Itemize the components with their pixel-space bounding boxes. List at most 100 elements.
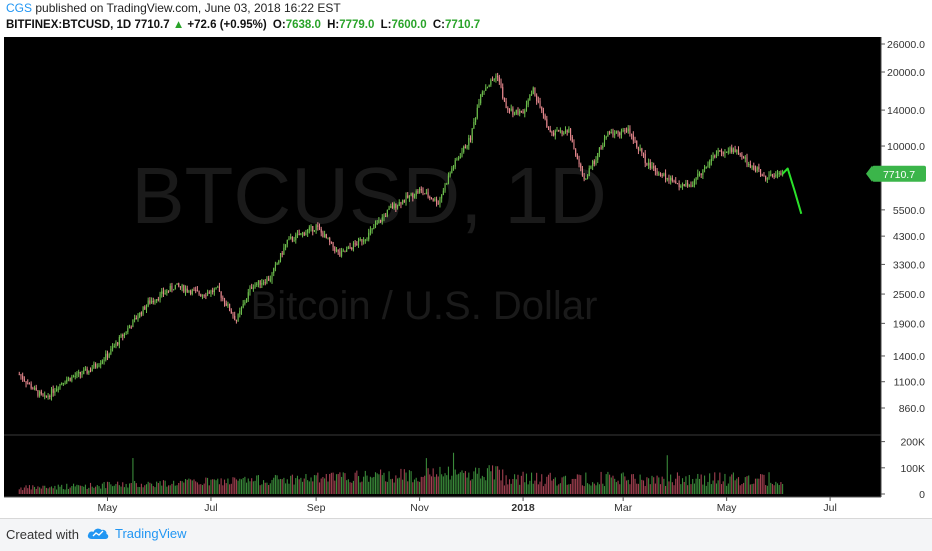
volume-bar [751,484,753,494]
volume-bar [190,479,192,494]
volume-bar [274,474,276,494]
volume-bar [685,476,687,494]
volume-bar [278,479,280,494]
candle-body [195,289,197,291]
volume-bar [254,480,256,494]
candle-body [317,225,319,227]
volume-bar [151,483,153,494]
volume-bar [605,474,607,494]
candle-body [743,156,745,159]
candle-body [351,247,353,250]
candle-body [396,205,399,208]
volume-bar [81,485,83,494]
volume-bar [352,480,354,494]
volume-bar [561,477,563,494]
volume-bar [157,483,159,494]
volume-bar [271,479,273,494]
candle-body [86,368,88,374]
candle-body [117,342,119,345]
last-price: 7710.7 [134,19,170,31]
volume-bar [66,483,68,494]
watermark-symbol: BTCUSD, 1D [131,151,607,240]
volume-bar [425,458,427,494]
volume-bar [356,470,358,494]
volume-bar [417,481,419,494]
volume-bar [128,483,131,494]
volume-bar [693,483,695,494]
candle-body [308,227,310,230]
candle-body [259,280,261,285]
candle-body [429,196,431,198]
candlesticks [18,72,784,401]
time-tick-label: Sep [307,502,326,514]
volume-bar [648,478,650,494]
volume-bar [510,483,512,494]
volume-bar [765,485,767,494]
candle-body [547,126,550,130]
candle-body [262,282,265,284]
candle-body [529,95,531,101]
candle-body [110,348,112,354]
volume-bar [452,452,455,494]
candle-body [775,174,777,177]
candle-body [729,147,731,152]
time-tick-label: May [717,502,738,514]
volume-bar [512,478,514,494]
volume-bar [495,466,497,494]
candle-body [500,81,502,88]
candle-body [612,132,614,136]
candle-body [291,237,293,241]
candle-body [283,247,285,255]
candle-body [71,376,73,381]
candle-body [113,345,115,348]
volume-bar [176,485,178,494]
price-tick-label: 2500.0 [893,289,925,301]
candle-body [744,157,746,159]
candle-body [654,167,656,172]
volume-bar [595,485,597,494]
volume-bar [264,482,266,494]
candle-body [310,226,312,228]
candle-body [760,169,762,175]
chart-area[interactable]: BTCUSD, 1D Bitcoin / U.S. Dollar 26000.0… [4,37,928,517]
volume-bar [476,473,478,494]
volume-bar [430,476,433,494]
volume-bar [225,483,227,494]
volume-bar [222,485,224,494]
price-chart[interactable]: BTCUSD, 1D Bitcoin / U.S. Dollar 26000.0… [4,37,928,517]
candle-body [127,328,129,333]
candle-body [320,229,322,233]
candle-body [678,183,680,188]
price-axis: 26000.0 20000.0 14000.0 10000.0 5500.0 4300.0… [881,39,925,415]
volume-bar [683,481,685,494]
volume-bar [232,477,234,494]
volume-bar [729,476,731,494]
candle-body [332,241,334,248]
volume-bar [437,476,439,494]
volume-bar [449,479,451,494]
volume-bar [361,481,363,494]
candle-body [570,128,572,137]
volume-bar [712,480,714,494]
tradingview-brand[interactable]: TradingView [86,525,187,541]
candle-body [30,383,32,389]
candle-body [471,128,473,141]
volume-bar [54,485,56,494]
volume-bar [631,474,633,494]
volume-bar [161,485,163,494]
author-link[interactable]: CGS [6,1,33,15]
volume-bar [317,472,319,494]
candle-body [602,145,604,149]
candle-body [278,260,280,264]
volume-bar [45,487,47,494]
candle-body [188,290,190,292]
volume-bar [456,474,458,494]
volume-bar [639,474,641,494]
volume-bar [493,479,495,494]
volume-bar [171,483,173,494]
candle-body [115,342,117,346]
volume-bar [371,477,373,494]
volume-bar [753,483,755,494]
candle-body [483,90,485,93]
candle-body [246,298,248,303]
